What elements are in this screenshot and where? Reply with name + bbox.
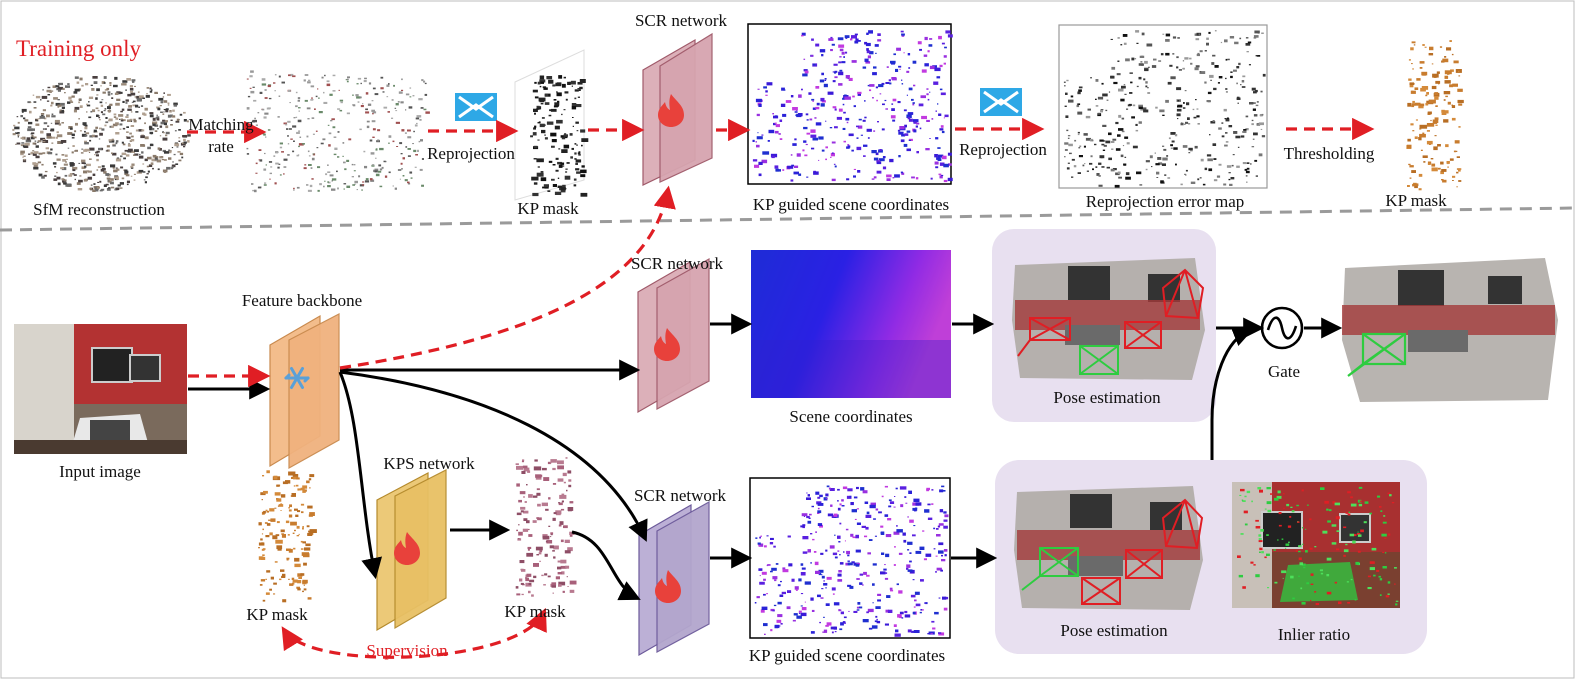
top-kp-guided-dots (752, 30, 953, 183)
reprojection-icon (980, 88, 1022, 116)
input-image (14, 324, 187, 454)
bottom-dashed-arrows (188, 185, 676, 659)
bottom-solid-arrows (188, 313, 1343, 601)
kp-mask-label-3: KP mask (246, 605, 308, 624)
sfm-reconstruction-label: SfM reconstruction (33, 200, 165, 219)
kp-mask-4-dots (515, 457, 577, 597)
scene-coordinates-image (751, 250, 951, 398)
kp-mask-label-1: KP mask (517, 199, 579, 218)
top-kp-mask-1-panel (514, 49, 585, 201)
top-dashed-arrows (187, 117, 1375, 144)
pose-estimation-1-cameras (1017, 268, 1205, 375)
training-only-title: Training only (16, 36, 142, 61)
kp-guided-label-1: KP guided scene coordinates (752, 195, 950, 214)
pose-estimation-label-1: Pose estimation (1053, 388, 1161, 407)
gate-icon (1260, 306, 1304, 350)
inlier-ratio-label: Inlier ratio (1277, 625, 1351, 644)
section-separator (0, 206, 1575, 232)
reprojection-error-dots (1063, 30, 1266, 188)
matching-rate-point-cloud (246, 70, 430, 193)
reprojection-icon (455, 93, 497, 121)
reprojection-error-map-image (1058, 24, 1268, 189)
reprojection-label-2: Reprojection (959, 140, 1047, 159)
reprojection-label-1: Reprojection (427, 144, 515, 163)
kp-guided-label-2: KP guided scene coordinates (748, 646, 946, 665)
pose-estimation-2-cameras (1021, 498, 1204, 605)
thresholding-label: Thresholding (1283, 144, 1375, 163)
scr-network-label-2: SCR network (630, 254, 724, 273)
supervision-label: Supervision (366, 641, 448, 660)
feature-backbone-label: Feature backbone (241, 291, 363, 310)
middle-scr-network (637, 257, 710, 414)
pose-estimation-label-2: Pose estimation (1060, 621, 1168, 640)
gate-label: Gate (1267, 362, 1301, 381)
kp-mask-3-dots (258, 470, 317, 603)
feature-backbone (269, 313, 340, 470)
kp-mask-label-4: KP mask (504, 602, 566, 621)
top-scr-network (642, 32, 713, 186)
scr-network-label-1: SCR network (634, 11, 728, 30)
snowflake-icon (284, 367, 310, 389)
input-image-label: Input image (59, 462, 141, 481)
bottom-kp-guided-dots (754, 485, 949, 637)
scr-network-label-3: SCR network (633, 486, 727, 505)
bottom-scr-network (638, 500, 710, 657)
kp-mask-label-2: KP mask (1385, 191, 1447, 210)
final-pose-render (1342, 258, 1558, 402)
inlier-ratio-image (1232, 482, 1400, 608)
reprojection-error-map-label: Reprojection error map (1085, 192, 1245, 211)
matching-rate-label-line2: rate (208, 137, 234, 156)
top-kp-mask-2-dots (1406, 40, 1464, 191)
scene-coordinates-label: Scene coordinates (789, 407, 913, 426)
kps-network-label: KPS network (383, 454, 475, 473)
top-kp-mask-1-dots (530, 75, 589, 197)
matching-rate-label-line1: Matching (188, 115, 254, 134)
bottom-kp-guided-scene-coordinates-image (749, 477, 951, 639)
kps-network (376, 469, 447, 632)
sfm-reconstruction-image (12, 76, 191, 192)
